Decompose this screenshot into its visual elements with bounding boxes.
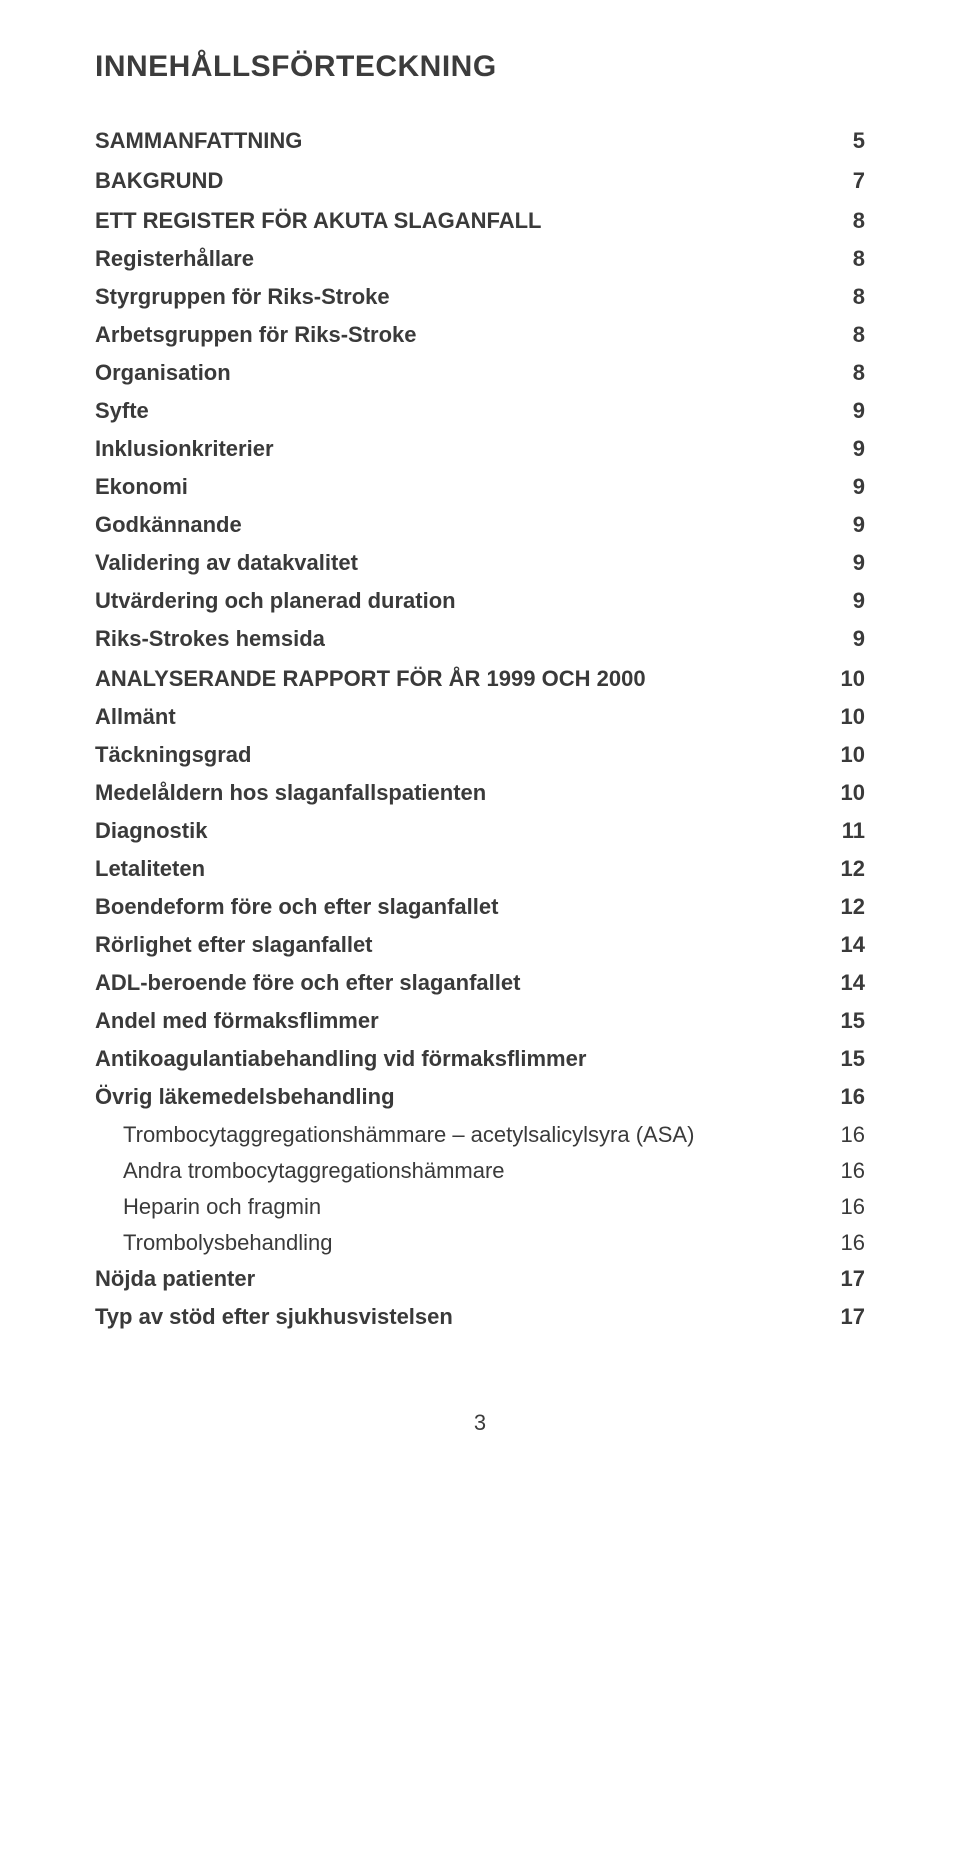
toc-label: Typ av stöd efter sjukhusvistelsen (95, 1304, 825, 1330)
toc-page: 8 (825, 284, 865, 310)
toc-row: Övrig läkemedelsbehandling16 (95, 1084, 865, 1110)
toc-row: Diagnostik11 (95, 818, 865, 844)
toc-page: 7 (825, 168, 865, 194)
toc-label: Täckningsgrad (95, 742, 825, 768)
toc-label: Validering av datakvalitet (95, 550, 825, 576)
toc-label: Andel med förmaksflimmer (95, 1008, 825, 1034)
toc-row: Organisation8 (95, 360, 865, 386)
toc-page: 9 (825, 550, 865, 576)
toc-page: 9 (825, 626, 865, 652)
toc-page: 12 (825, 856, 865, 882)
toc-row: Registerhållare8 (95, 246, 865, 272)
toc-page: 16 (825, 1194, 865, 1220)
toc-page: 8 (825, 208, 865, 234)
toc-row: Letaliteten12 (95, 856, 865, 882)
toc-label: Diagnostik (95, 818, 825, 844)
toc-row: BAKGRUND7 (95, 168, 865, 194)
toc-label: Andra trombocytaggregationshämmare (123, 1158, 825, 1184)
toc-label: Syfte (95, 398, 825, 424)
toc-page: 17 (825, 1266, 865, 1292)
toc-label: Ekonomi (95, 474, 825, 500)
toc-page: 9 (825, 436, 865, 462)
toc-label: Inklusionkriterier (95, 436, 825, 462)
page-title: INNEHÅLLSFÖRTECKNING (95, 50, 865, 84)
toc-label: Övrig läkemedelsbehandling (95, 1084, 825, 1110)
toc-row: Rörlighet efter slaganfallet14 (95, 932, 865, 958)
toc-row: ADL-beroende före och efter slaganfallet… (95, 970, 865, 996)
toc-row: Andra trombocytaggregationshämmare16 (95, 1158, 865, 1184)
page-number: 3 (95, 1410, 865, 1436)
toc-row: Boendeform före och efter slaganfallet12 (95, 894, 865, 920)
toc-page: 17 (825, 1304, 865, 1330)
toc-row: ETT REGISTER FÖR AKUTA SLAGANFALL8 (95, 208, 865, 234)
toc-page: 16 (825, 1084, 865, 1110)
toc-row: Antikoagulantiabehandling vid förmaksfli… (95, 1046, 865, 1072)
toc-row: Andel med förmaksflimmer15 (95, 1008, 865, 1034)
toc-page: 9 (825, 474, 865, 500)
toc-page: 14 (825, 932, 865, 958)
toc-row: Godkännande9 (95, 512, 865, 538)
toc-row: SAMMANFATTNING5 (95, 128, 865, 154)
toc-row: Nöjda patienter17 (95, 1266, 865, 1292)
toc-label: ETT REGISTER FÖR AKUTA SLAGANFALL (95, 208, 825, 234)
toc-page: 14 (825, 970, 865, 996)
toc-page: 10 (825, 780, 865, 806)
toc-page: 10 (825, 666, 865, 692)
toc-row: Riks-Strokes hemsida9 (95, 626, 865, 652)
toc-page: 8 (825, 246, 865, 272)
toc-label: Nöjda patienter (95, 1266, 825, 1292)
toc-row: Allmänt10 (95, 704, 865, 730)
toc-page: 8 (825, 322, 865, 348)
toc-label: Medelåldern hos slaganfallspatienten (95, 780, 825, 806)
toc-row: Medelåldern hos slaganfallspatienten10 (95, 780, 865, 806)
toc-page: 16 (825, 1158, 865, 1184)
toc-row: Täckningsgrad10 (95, 742, 865, 768)
toc-label: Heparin och fragmin (123, 1194, 825, 1220)
toc-row: Arbetsgruppen för Riks-Stroke8 (95, 322, 865, 348)
toc-page: 16 (825, 1230, 865, 1256)
toc-page: 12 (825, 894, 865, 920)
toc-page: 8 (825, 360, 865, 386)
toc-label: Organisation (95, 360, 825, 386)
toc-label: Letaliteten (95, 856, 825, 882)
toc-page: 9 (825, 398, 865, 424)
toc-page: 11 (825, 818, 865, 844)
toc-label: ANALYSERANDE RAPPORT FÖR ÅR 1999 OCH 200… (95, 666, 825, 692)
toc-page: 10 (825, 704, 865, 730)
toc-page: 5 (825, 128, 865, 154)
table-of-contents: SAMMANFATTNING5BAKGRUND7ETT REGISTER FÖR… (95, 128, 865, 1330)
toc-row: Ekonomi9 (95, 474, 865, 500)
toc-page: 9 (825, 512, 865, 538)
toc-row: ANALYSERANDE RAPPORT FÖR ÅR 1999 OCH 200… (95, 666, 865, 692)
toc-row: Validering av datakvalitet9 (95, 550, 865, 576)
toc-page: 15 (825, 1008, 865, 1034)
toc-row: Trombolysbehandling16 (95, 1230, 865, 1256)
toc-label: Registerhållare (95, 246, 825, 272)
toc-label: SAMMANFATTNING (95, 128, 825, 154)
toc-label: Arbetsgruppen för Riks-Stroke (95, 322, 825, 348)
toc-label: Trombocytaggregationshämmare – acetylsal… (123, 1122, 825, 1148)
toc-label: Rörlighet efter slaganfallet (95, 932, 825, 958)
toc-row: Typ av stöd efter sjukhusvistelsen17 (95, 1304, 865, 1330)
toc-label: Riks-Strokes hemsida (95, 626, 825, 652)
toc-label: Boendeform före och efter slaganfallet (95, 894, 825, 920)
toc-row: Heparin och fragmin16 (95, 1194, 865, 1220)
toc-row: Trombocytaggregationshämmare – acetylsal… (95, 1122, 865, 1148)
toc-label: BAKGRUND (95, 168, 825, 194)
toc-page: 10 (825, 742, 865, 768)
toc-label: Trombolysbehandling (123, 1230, 825, 1256)
toc-label: Styrgruppen för Riks-Stroke (95, 284, 825, 310)
toc-label: ADL-beroende före och efter slaganfallet (95, 970, 825, 996)
toc-label: Godkännande (95, 512, 825, 538)
toc-row: Styrgruppen för Riks-Stroke8 (95, 284, 865, 310)
toc-row: Utvärdering och planerad duration9 (95, 588, 865, 614)
toc-label: Utvärdering och planerad duration (95, 588, 825, 614)
toc-page: 15 (825, 1046, 865, 1072)
toc-page: 16 (825, 1122, 865, 1148)
toc-row: Inklusionkriterier9 (95, 436, 865, 462)
toc-row: Syfte9 (95, 398, 865, 424)
toc-label: Allmänt (95, 704, 825, 730)
toc-page: 9 (825, 588, 865, 614)
toc-label: Antikoagulantiabehandling vid förmaksfli… (95, 1046, 825, 1072)
